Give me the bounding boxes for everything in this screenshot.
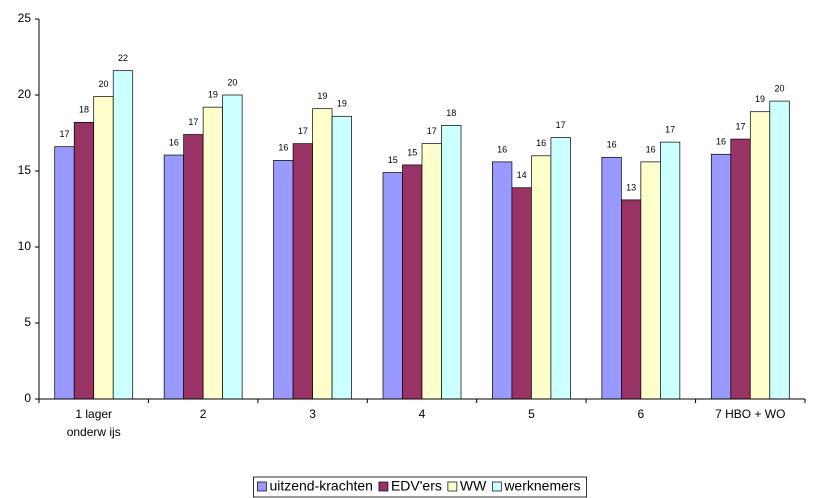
value-label: 18	[79, 105, 89, 115]
value-label: 19	[208, 90, 218, 100]
y-tick-label: 0	[24, 391, 31, 405]
bar	[710, 153, 732, 400]
bar	[769, 100, 790, 400]
legend-swatch	[378, 481, 389, 492]
bar	[550, 137, 571, 400]
legend-swatch	[447, 481, 458, 492]
bar	[292, 143, 313, 400]
value-label: 16	[716, 137, 726, 147]
value-label: 14	[517, 170, 527, 180]
bar	[640, 161, 661, 400]
bar	[749, 111, 771, 400]
value-label: 16	[278, 143, 288, 153]
bar	[163, 154, 184, 400]
value-label: 16	[497, 144, 507, 154]
value-label: 16	[646, 144, 656, 154]
y-tick-label: 15	[18, 163, 32, 177]
y-tick-label: 5	[24, 315, 31, 329]
x-tick-label: 4	[419, 407, 426, 421]
value-label: 17	[59, 129, 69, 139]
legend-swatch	[257, 481, 267, 492]
bar	[202, 106, 223, 400]
bar	[660, 141, 681, 400]
value-label: 18	[446, 108, 456, 118]
value-label: 13	[626, 182, 636, 192]
value-label: 17	[298, 126, 308, 136]
bar	[273, 160, 294, 400]
legend-box	[253, 476, 587, 498]
value-label: 22	[118, 53, 128, 63]
value-label: 20	[98, 79, 108, 89]
bar	[492, 161, 513, 400]
legend-label: WW	[460, 478, 487, 494]
x-tick-label: 1 lager onderw ijs	[67, 407, 121, 439]
value-label: 20	[775, 83, 785, 93]
value-label: 17	[188, 117, 198, 127]
legend-label: werknemers	[503, 478, 580, 494]
y-tick-label: 25	[18, 11, 32, 25]
legend: uitzend-krachten EDV'ers WW werknemers	[253, 476, 587, 498]
value-label: 19	[317, 91, 327, 101]
x-tick-label: 7 HBO + WO	[715, 407, 785, 421]
value-label: 16	[607, 140, 617, 150]
bar	[183, 134, 204, 400]
bar	[73, 122, 95, 400]
value-label: 17	[665, 124, 675, 134]
bar	[730, 138, 751, 400]
bar	[331, 115, 352, 400]
value-label: 16	[536, 138, 546, 148]
bar	[601, 156, 622, 400]
bar	[222, 94, 243, 400]
value-label: 15	[407, 147, 417, 157]
x-tick-label: 6	[638, 407, 645, 421]
bar	[511, 187, 532, 400]
bar	[441, 125, 462, 400]
bar	[312, 108, 333, 400]
value-label: 17	[427, 126, 437, 136]
bar	[531, 155, 552, 400]
value-label: 17	[556, 120, 566, 130]
value-label: 15	[388, 155, 398, 165]
value-label: 20	[227, 77, 237, 87]
bar	[93, 96, 114, 400]
bar	[112, 70, 134, 400]
legend-swatch	[491, 481, 502, 492]
value-label: 19	[755, 94, 765, 104]
y-tick-label: 20	[18, 87, 32, 101]
bar	[621, 199, 642, 400]
x-tick-label: 3	[309, 407, 316, 421]
value-label: 17	[736, 121, 746, 131]
bar	[402, 164, 423, 400]
x-tick-label: 2	[200, 407, 207, 421]
legend-label: EDV'ers	[391, 478, 442, 494]
x-tick-label: 5	[528, 407, 535, 421]
bar	[382, 172, 403, 400]
y-tick-label: 10	[18, 239, 32, 253]
bar	[421, 143, 442, 400]
bar	[54, 146, 75, 400]
legend-label: uitzend-krachten	[269, 478, 373, 494]
value-label: 19	[337, 99, 347, 109]
value-label: 16	[169, 137, 179, 147]
